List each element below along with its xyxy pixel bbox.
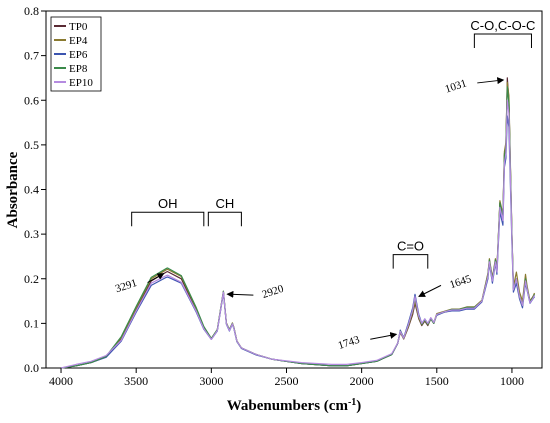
series-line-ep6 xyxy=(60,115,535,369)
y-tick-label: 0.0 xyxy=(24,361,39,375)
group-bracket xyxy=(131,211,205,227)
series-line-ep10 xyxy=(60,99,536,369)
legend-label: EP10 xyxy=(69,77,93,89)
group-bracket xyxy=(473,33,532,48)
x-tick-label: 2500 xyxy=(274,374,298,388)
y-tick-label: 0.4 xyxy=(24,183,39,197)
x-axis-title-close: ) xyxy=(356,398,361,414)
y-tick-label: 0.2 xyxy=(24,272,39,286)
legend-label: EP8 xyxy=(69,63,88,75)
x-tick-label: 3500 xyxy=(124,374,148,388)
annotation-arrow xyxy=(370,331,398,340)
annotation-label: 3291 xyxy=(114,277,139,295)
y-tick-label: 0.1 xyxy=(24,316,39,330)
y-tick-label: 0.5 xyxy=(24,138,39,152)
x-axis-title-sup: -1 xyxy=(348,397,356,408)
group-bracket xyxy=(392,254,429,269)
x-tick-label: 1000 xyxy=(500,374,524,388)
annotation-arrow xyxy=(226,290,254,298)
x-tick-label: 2000 xyxy=(350,374,374,388)
y-tick-label: 0.7 xyxy=(24,49,39,63)
annotation-arrow xyxy=(147,273,165,284)
y-tick-label: 0.8 xyxy=(24,4,39,18)
y-axis-title: Absorbance xyxy=(5,151,21,228)
legend: TP0 EP4 EP6 EP8 EP10 xyxy=(50,16,102,92)
axis-ticks: 4000 3500 3000 2500 2000 1500 1000 0.0 0.1 0.2 0.3… xyxy=(24,4,524,388)
y-tick-label: 0.6 xyxy=(24,93,39,107)
x-tick-label: 4000 xyxy=(49,374,73,388)
y-tick-label: 0.3 xyxy=(24,227,39,241)
group-brackets: OH CH C=O C-O,C-O-C xyxy=(131,18,535,269)
legend-label: TP0 xyxy=(69,21,88,33)
group-bracket xyxy=(207,211,242,227)
x-tick-label: 1500 xyxy=(425,374,449,388)
annotation-label: 1645 xyxy=(448,273,473,291)
legend-label: EP6 xyxy=(69,49,88,61)
group-label: CH xyxy=(215,196,234,211)
annotation-label: 2920 xyxy=(261,283,286,301)
x-axis-title-main: Wabenumbers (cm xyxy=(227,398,349,414)
x-axis-title: Wabenumbers (cm-1) xyxy=(227,397,362,415)
annotation-arrow xyxy=(418,284,442,297)
x-tick-label: 3000 xyxy=(199,374,223,388)
plot-frame xyxy=(45,10,543,369)
annotation-arrow xyxy=(477,77,505,85)
annotation-label: 1743 xyxy=(337,334,362,352)
legend-label: EP4 xyxy=(69,35,88,47)
annotation-label: 1031 xyxy=(444,77,469,95)
series-line-ep8 xyxy=(60,86,536,369)
group-label: C=O xyxy=(397,239,424,254)
group-label: C-O,C-O-C xyxy=(470,18,535,33)
group-label: OH xyxy=(158,196,178,211)
spectra-curves xyxy=(60,77,536,369)
